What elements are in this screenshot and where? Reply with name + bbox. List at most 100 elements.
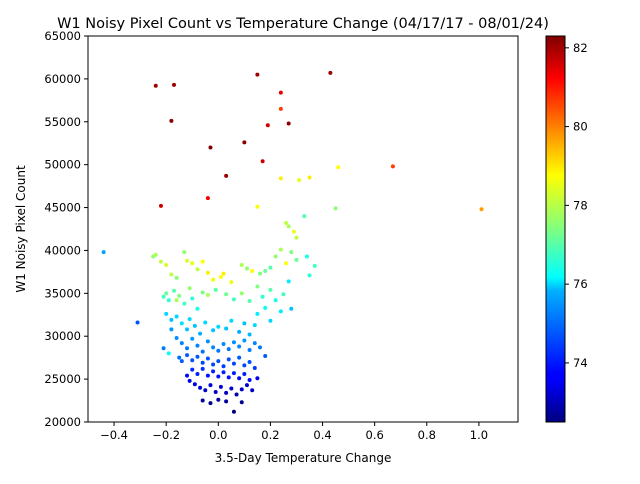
data-point (231, 409, 236, 414)
y-tick-label: 45000 (44, 201, 81, 215)
data-point (187, 286, 192, 291)
data-point (255, 284, 260, 289)
data-point (158, 203, 163, 208)
data-point (226, 357, 231, 362)
data-point (205, 339, 210, 344)
data-point (278, 309, 283, 314)
data-point (242, 338, 247, 343)
data-point (198, 331, 203, 336)
data-point (237, 376, 242, 381)
data-point (291, 229, 296, 234)
data-points (101, 70, 484, 414)
x-tick-label: −0.4 (100, 428, 128, 442)
data-point (172, 82, 176, 87)
data-point (179, 359, 184, 364)
data-point (179, 341, 184, 346)
data-point (174, 298, 179, 303)
data-point (190, 261, 195, 266)
data-point (169, 327, 174, 332)
data-point (185, 327, 190, 332)
data-point (247, 377, 252, 382)
x-tick-label: −0.2 (152, 428, 180, 442)
data-point (101, 250, 106, 255)
data-point (203, 320, 208, 325)
colorbar-ticks: 74 76 78 80 82 (565, 41, 588, 370)
colorbar-tick-label: 78 (573, 198, 588, 212)
data-point (205, 356, 210, 361)
y-tick-label: 60000 (44, 72, 81, 86)
data-point (229, 280, 234, 285)
colorbar-tick-label: 76 (573, 277, 588, 291)
data-point (263, 353, 268, 358)
data-point (229, 386, 234, 391)
data-point (211, 369, 216, 374)
x-tick-label: 0.0 (209, 428, 227, 442)
data-point (169, 118, 174, 123)
data-point (273, 298, 278, 303)
data-point (211, 328, 216, 333)
data-point (255, 204, 260, 209)
y-tick-label: 55000 (44, 115, 81, 129)
data-point (169, 317, 174, 322)
data-point (260, 159, 265, 164)
data-point (153, 83, 158, 88)
data-point (161, 294, 166, 299)
data-point (258, 345, 262, 350)
data-point (247, 332, 252, 337)
data-point (226, 375, 231, 380)
data-point (304, 254, 309, 259)
data-point (195, 371, 200, 376)
data-point (208, 145, 213, 150)
data-point (247, 299, 252, 304)
data-point (185, 353, 190, 358)
data-point (169, 272, 174, 277)
data-point (174, 275, 179, 280)
data-point (239, 263, 244, 268)
data-point (224, 390, 229, 395)
data-point (479, 207, 484, 212)
data-point (278, 247, 283, 252)
data-point (250, 388, 255, 393)
data-point (216, 324, 221, 329)
data-point (297, 178, 302, 183)
y-tick-label: 30000 (44, 329, 81, 343)
data-point (218, 384, 223, 389)
data-point (265, 123, 270, 128)
data-point (231, 297, 236, 302)
data-point (289, 306, 294, 311)
data-point (336, 165, 341, 170)
data-point (158, 259, 163, 264)
data-point (182, 301, 187, 306)
data-point (195, 354, 200, 359)
data-point (294, 235, 299, 240)
data-point (174, 335, 179, 340)
data-point (252, 341, 257, 346)
data-point (211, 345, 216, 350)
data-point (284, 221, 289, 225)
colorbar-tick-label: 80 (573, 120, 588, 134)
data-point (224, 326, 229, 331)
data-point (172, 288, 176, 293)
data-point (239, 387, 244, 392)
data-point (268, 265, 273, 270)
data-point (190, 336, 195, 341)
data-point (164, 311, 169, 316)
data-point (255, 311, 260, 316)
data-point (242, 363, 247, 368)
data-point (252, 365, 257, 370)
data-point (247, 347, 252, 352)
data-point (218, 275, 223, 280)
data-point (263, 269, 268, 274)
data-point (182, 250, 187, 255)
data-point (195, 306, 200, 311)
data-point (278, 176, 283, 181)
data-point (333, 206, 338, 211)
colorbar (545, 35, 566, 423)
data-point (263, 305, 268, 310)
plot-frame (87, 35, 519, 423)
data-point (174, 314, 179, 319)
x-tick-label: 0.8 (418, 428, 436, 442)
y-tick-label: 20000 (44, 415, 81, 429)
data-point (260, 294, 265, 299)
data-point (200, 290, 205, 295)
